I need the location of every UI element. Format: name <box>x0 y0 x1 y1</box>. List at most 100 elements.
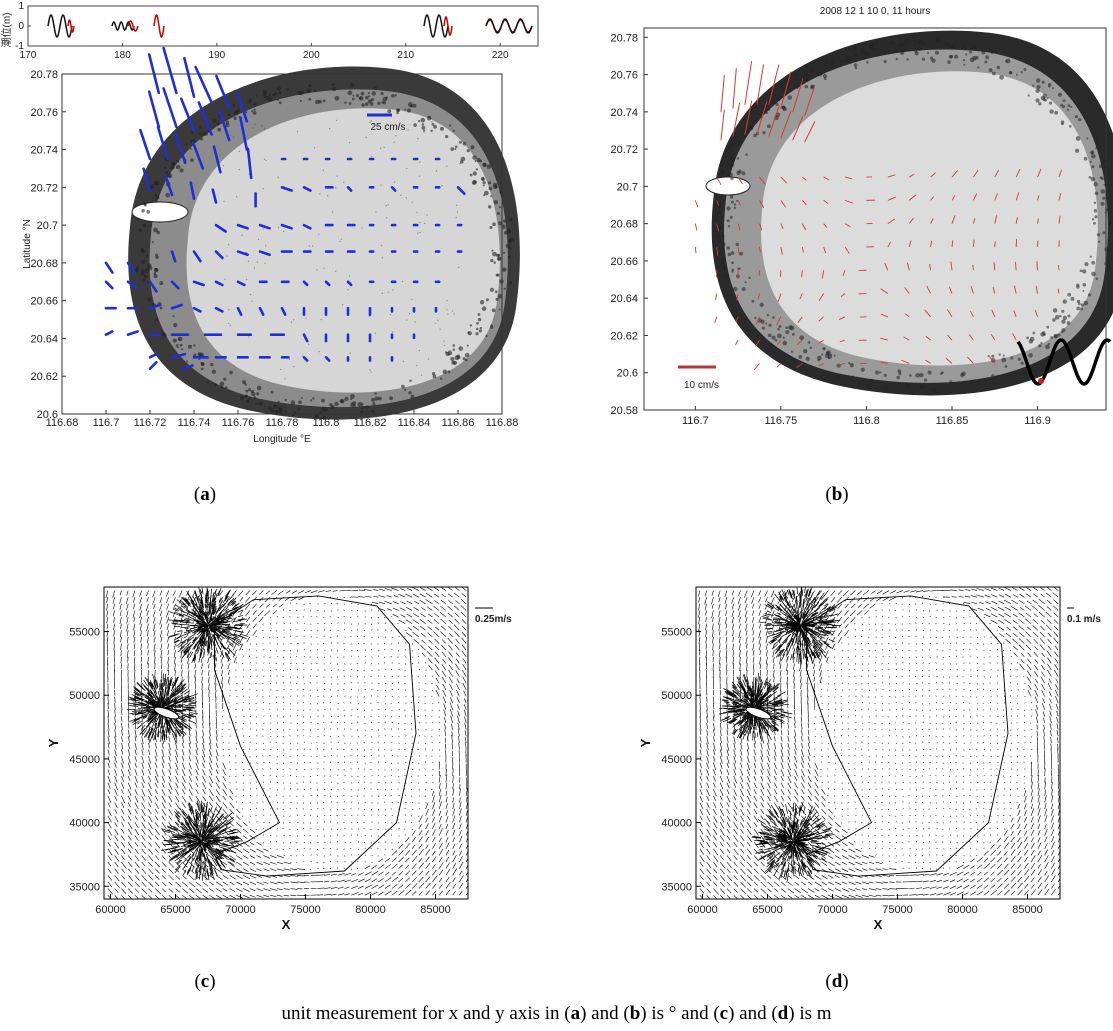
velocity-vector <box>148 749 151 756</box>
velocity-vector <box>378 864 385 869</box>
velocity-vector <box>432 808 436 816</box>
velocity-vector <box>133 636 136 643</box>
velocity-vector <box>134 729 137 738</box>
velocity-vector <box>147 691 153 698</box>
velocity-vector <box>1058 215 1061 224</box>
velocity-vector <box>448 669 453 677</box>
velocity-vector <box>140 712 147 715</box>
velocity-vector <box>168 762 172 770</box>
velocity-vector <box>148 842 152 847</box>
velocity-vector <box>398 593 406 598</box>
velocity-vector <box>456 696 460 704</box>
velocity-vector <box>432 829 436 836</box>
lagoon-speckle <box>336 175 338 177</box>
velocity-vector <box>192 306 202 313</box>
reef-speckle <box>898 42 903 47</box>
velocity-vector <box>229 689 231 691</box>
velocity-vector <box>442 658 447 664</box>
reef-speckle <box>396 108 400 113</box>
reef-speckle <box>193 344 196 347</box>
velocity-vector <box>209 769 213 776</box>
reef-speckle <box>981 50 986 55</box>
velocity-vector <box>167 700 173 705</box>
velocity-vector <box>171 681 174 687</box>
reef-speckle <box>329 403 333 407</box>
velocity-vector <box>192 636 197 642</box>
velocity-vector <box>155 888 161 895</box>
reef-speckle <box>143 203 147 207</box>
reef-speckle <box>490 325 494 329</box>
velocity-vector <box>201 683 203 691</box>
lagoon-speckle <box>401 280 404 283</box>
y-tick-label: 20.68 <box>30 258 58 270</box>
velocity-vector <box>141 875 148 882</box>
reef-speckle <box>897 369 902 374</box>
reef-speckle <box>829 353 833 356</box>
velocity-vector <box>418 857 423 863</box>
velocity-vector <box>444 717 447 724</box>
velocity-vector <box>317 590 325 593</box>
velocity-vector <box>188 719 196 724</box>
velocity-vector <box>269 768 271 770</box>
velocity-vector <box>148 868 154 875</box>
velocity-vector <box>434 670 440 677</box>
y-tick-label: 20.64 <box>30 333 58 345</box>
reef-speckle <box>846 47 851 51</box>
velocity-vector <box>440 618 447 624</box>
reef-speckle <box>918 42 921 45</box>
velocity-vector <box>796 339 803 346</box>
velocity-vector <box>276 735 279 738</box>
reef-speckle <box>1096 233 1101 237</box>
lagoon-speckle <box>342 181 345 183</box>
reef-speckle <box>733 137 736 140</box>
velocity-vector <box>377 701 379 704</box>
reef-speckle <box>991 374 995 378</box>
velocity-vector <box>215 808 220 814</box>
velocity-vector <box>235 676 237 678</box>
velocity-vector <box>182 815 186 821</box>
reef-speckle <box>1089 255 1092 258</box>
reef-speckle <box>730 251 735 256</box>
velocity-vector <box>175 789 179 796</box>
velocity-vector <box>269 728 272 730</box>
velocity-vector <box>127 716 130 723</box>
velocity-vector <box>232 620 241 622</box>
velocity-vector <box>107 881 113 888</box>
velocity-vector <box>455 639 460 644</box>
velocity-vector <box>425 862 431 869</box>
reef-speckle <box>475 168 479 171</box>
velocity-vector <box>442 683 447 691</box>
velocity-vector <box>222 775 226 782</box>
velocity-vector <box>233 636 241 641</box>
velocity-vector <box>249 848 257 853</box>
velocity-vector <box>150 689 156 697</box>
velocity-vector <box>119 630 122 638</box>
velocity-vector <box>393 607 399 611</box>
lagoon-speckle <box>348 141 351 144</box>
velocity-vector <box>160 643 163 651</box>
velocity-vector <box>256 841 263 846</box>
reef-speckle <box>360 410 364 414</box>
velocity-vector <box>280 186 293 192</box>
velocity-vector <box>178 704 186 706</box>
velocity-vector <box>412 619 420 624</box>
velocity-vector <box>393 595 399 598</box>
velocity-vector <box>458 735 460 743</box>
velocity-vector <box>139 699 149 704</box>
velocity-vector <box>219 599 224 606</box>
velocity-vector <box>148 888 153 893</box>
reef-speckle <box>165 192 170 198</box>
velocity-vector <box>404 675 406 677</box>
velocity-vector <box>418 668 420 671</box>
velocity-vector <box>411 830 416 836</box>
reef-speckle <box>869 44 873 48</box>
velocity-vector <box>425 890 430 896</box>
velocity-vector <box>168 808 173 816</box>
velocity-vector <box>270 894 277 898</box>
velocity-vector <box>188 610 196 617</box>
velocity-vector <box>1037 218 1039 224</box>
reef-speckle <box>290 400 296 405</box>
velocity-vector <box>127 888 133 894</box>
velocity-vector <box>107 775 111 784</box>
velocity-vector <box>419 593 426 598</box>
